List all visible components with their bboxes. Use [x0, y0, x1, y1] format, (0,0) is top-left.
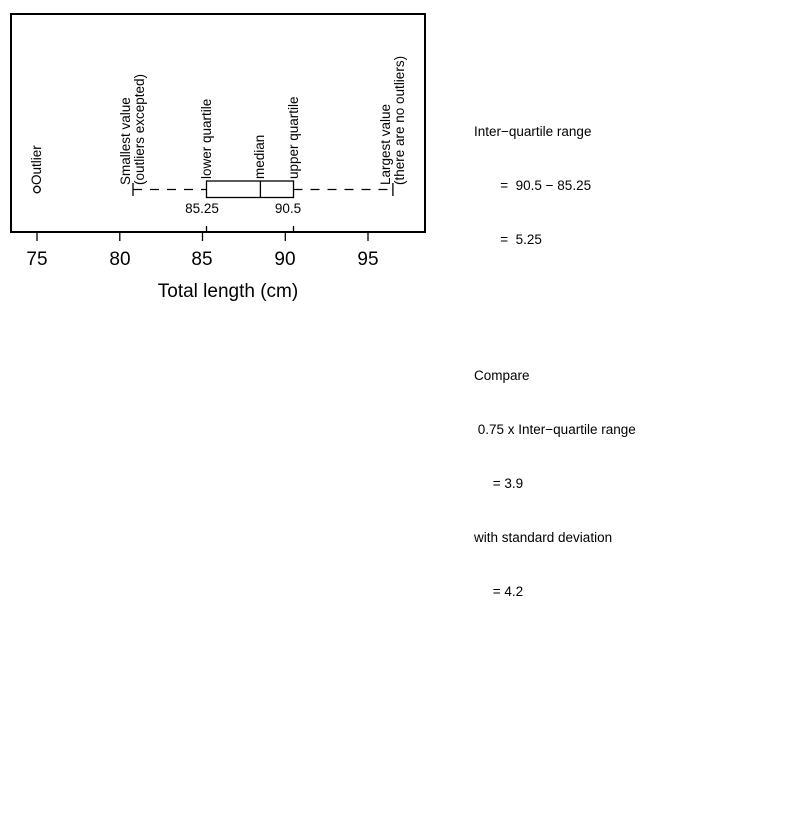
x-tick-label-80: 80: [109, 249, 131, 270]
outlier-label: Outlier: [29, 145, 44, 185]
x-tick-label-95: 95: [357, 249, 379, 270]
annotation-line: = 3.9: [474, 476, 524, 491]
lower-quartile-label: lower quartile: [199, 98, 214, 179]
x-tick-label-90: 90: [274, 249, 296, 270]
largest-value-label: Largest value (there are no outliers): [378, 55, 407, 185]
x-tick-label-85: 85: [191, 249, 213, 270]
sd-comparison: Compare 0.75 x Inter−quartile range = 3.…: [474, 331, 636, 637]
q3-value-label: 90.5: [274, 201, 302, 216]
boxplot-graphic: [10, 13, 426, 241]
q1-value-label: 85.25: [185, 201, 219, 216]
annotation-line: = 5.25: [474, 232, 542, 247]
annotation-line: with standard deviation: [474, 530, 613, 545]
smallest-value-label: Smallest value (outliers excepted): [118, 73, 147, 185]
x-tick-label-75: 75: [26, 249, 48, 270]
upper-quartile-label: upper quartile: [286, 96, 301, 179]
annotation-panel: Inter−quartile range = 90.5 − 85.25 = 5.…: [474, 51, 636, 673]
plot-frame: [10, 13, 426, 233]
annotation-line: 0.75 x Inter−quartile range: [474, 422, 636, 437]
iqr-box: [205, 180, 295, 199]
annotation-line: = 90.5 − 85.25: [474, 178, 592, 193]
outlier-point-marker: [33, 185, 41, 194]
annotation-line: Compare: [474, 368, 530, 383]
iqr-calculation: Inter−quartile range = 90.5 − 85.25 = 5.…: [474, 87, 636, 285]
annotation-line: Inter−quartile range: [474, 124, 592, 139]
x-axis-title: Total length (cm): [157, 281, 299, 302]
median-label: median: [252, 134, 267, 179]
annotation-line: = 4.2: [474, 584, 524, 599]
